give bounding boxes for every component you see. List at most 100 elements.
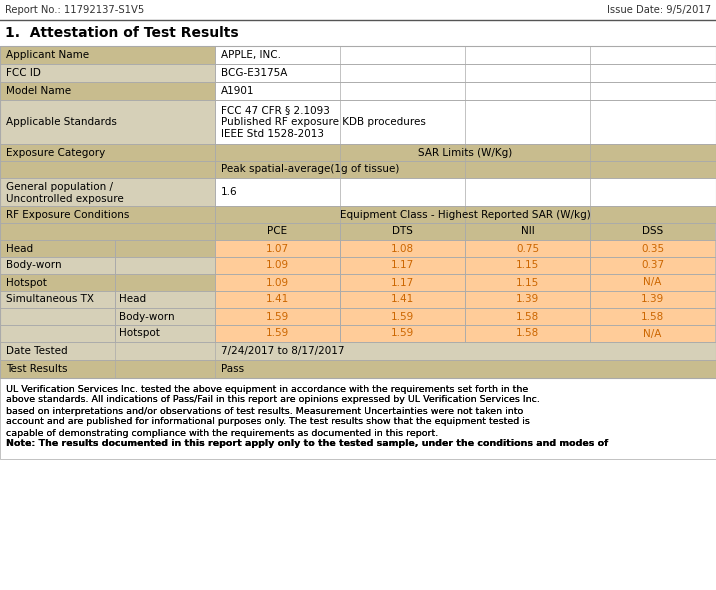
Text: capable of demonstrating compliance with the requirements as documented in this : capable of demonstrating compliance with… (6, 428, 438, 438)
Bar (465, 257, 590, 274)
Bar (590, 240, 715, 257)
Text: Date Tested: Date Tested (6, 346, 67, 356)
Text: SAR Limits (W/Kg): SAR Limits (W/Kg) (418, 148, 513, 158)
Bar (0, 274, 115, 291)
Bar (0, 46, 716, 378)
Bar (0, 223, 215, 240)
Bar (465, 325, 590, 342)
Bar (215, 178, 716, 206)
Bar (215, 240, 340, 257)
Bar (0, 144, 215, 161)
Text: 1.15: 1.15 (516, 261, 539, 270)
Text: 1.09: 1.09 (266, 277, 289, 287)
Bar (590, 223, 715, 240)
Text: 1.41: 1.41 (266, 294, 289, 304)
Text: 1.59: 1.59 (391, 312, 414, 322)
Text: 0.35: 0.35 (641, 244, 664, 254)
Bar (0, 308, 115, 325)
Bar (115, 240, 215, 257)
Bar (215, 100, 716, 144)
Text: Body-worn: Body-worn (119, 312, 175, 322)
Bar (340, 325, 465, 342)
Text: 1.58: 1.58 (641, 312, 664, 322)
Text: BCG-E3175A: BCG-E3175A (221, 68, 287, 78)
Text: Simultaneous TX: Simultaneous TX (6, 294, 94, 304)
Text: A1901: A1901 (221, 86, 254, 96)
Bar (340, 308, 465, 325)
Bar (115, 308, 215, 325)
Text: account and are published for informational purposes only. The test results show: account and are published for informatio… (6, 418, 530, 427)
Text: based on interpretations and/or observations of test results. Measurement Uncert: based on interpretations and/or observat… (6, 407, 523, 415)
Bar (465, 291, 590, 308)
Text: 0.37: 0.37 (641, 261, 664, 270)
Text: Exposure Category: Exposure Category (6, 148, 105, 158)
Text: DSS: DSS (642, 227, 663, 237)
Bar (115, 274, 215, 291)
Text: 1.59: 1.59 (266, 312, 289, 322)
Text: General population /: General population / (6, 182, 113, 192)
Text: Uncontrolled exposure: Uncontrolled exposure (6, 194, 124, 204)
Text: PCE: PCE (268, 227, 288, 237)
Text: Report No.: 11792137-S1V5: Report No.: 11792137-S1V5 (5, 5, 144, 15)
Text: capable of demonstrating compliance with the requirements as documented in this : capable of demonstrating compliance with… (6, 428, 438, 438)
Text: above standards. All indications of Pass/Fail in this report are opinions expres: above standards. All indications of Pass… (6, 395, 540, 405)
Bar (0, 325, 115, 342)
Text: Body-worn: Body-worn (6, 261, 62, 270)
Bar (0, 82, 215, 100)
Text: Hotspot: Hotspot (6, 277, 47, 287)
Text: 1.41: 1.41 (391, 294, 414, 304)
Text: based on interpretations and/or observations of test results. Measurement Uncert: based on interpretations and/or observat… (6, 407, 523, 415)
Text: 1.17: 1.17 (391, 261, 414, 270)
Text: Note: The results documented in this report apply only to the tested sample, und: Note: The results documented in this rep… (6, 440, 609, 448)
Text: APPLE, INC.: APPLE, INC. (221, 50, 281, 60)
Bar (590, 308, 715, 325)
Bar (590, 325, 715, 342)
Bar (0, 178, 215, 206)
Bar (0, 64, 215, 82)
Bar (465, 240, 590, 257)
Text: RF Exposure Conditions: RF Exposure Conditions (6, 209, 130, 219)
Bar (340, 274, 465, 291)
Bar (0, 240, 115, 257)
Text: 1.  Attestation of Test Results: 1. Attestation of Test Results (5, 26, 238, 40)
Bar (215, 82, 716, 100)
Text: 1.58: 1.58 (516, 329, 539, 339)
Text: Test Results: Test Results (6, 364, 67, 374)
Text: Hotspot: Hotspot (119, 329, 160, 339)
Bar (590, 274, 715, 291)
Text: 1.09: 1.09 (266, 261, 289, 270)
Bar (340, 257, 465, 274)
Text: 1.6: 1.6 (221, 187, 238, 197)
Bar (215, 291, 340, 308)
Bar (590, 257, 715, 274)
Text: above standards. All indications of Pass/Fail in this report are opinions expres: above standards. All indications of Pass… (6, 395, 540, 405)
Text: N/A: N/A (643, 329, 662, 339)
Bar (465, 308, 590, 325)
Bar (215, 274, 340, 291)
Bar (590, 291, 715, 308)
Text: 1.07: 1.07 (266, 244, 289, 254)
Bar (0, 46, 215, 64)
Text: Note: The results documented in this report apply only to the tested sample, und: Note: The results documented in this rep… (6, 440, 609, 448)
Bar (215, 161, 716, 178)
Bar (215, 308, 340, 325)
Text: Pass: Pass (221, 364, 244, 374)
Bar (0, 100, 215, 144)
Bar (0, 206, 215, 223)
Text: 7/24/2017 to 8/17/2017: 7/24/2017 to 8/17/2017 (221, 346, 344, 356)
Text: 1.17: 1.17 (391, 277, 414, 287)
Bar (465, 223, 590, 240)
Bar (465, 274, 590, 291)
Text: Equipment Class - Highest Reported SAR (W/kg): Equipment Class - Highest Reported SAR (… (340, 209, 591, 219)
Text: Model Name: Model Name (6, 86, 71, 96)
Bar (0, 291, 115, 308)
Bar (340, 291, 465, 308)
Text: 1.15: 1.15 (516, 277, 539, 287)
Bar (0, 360, 716, 378)
Text: account and are published for informational purposes only. The test results show: account and are published for informatio… (6, 418, 530, 427)
Bar (115, 291, 215, 308)
Bar (215, 64, 716, 82)
Text: Issue Date: 9/5/2017: Issue Date: 9/5/2017 (607, 5, 711, 15)
Bar (215, 325, 340, 342)
Bar (215, 206, 716, 223)
